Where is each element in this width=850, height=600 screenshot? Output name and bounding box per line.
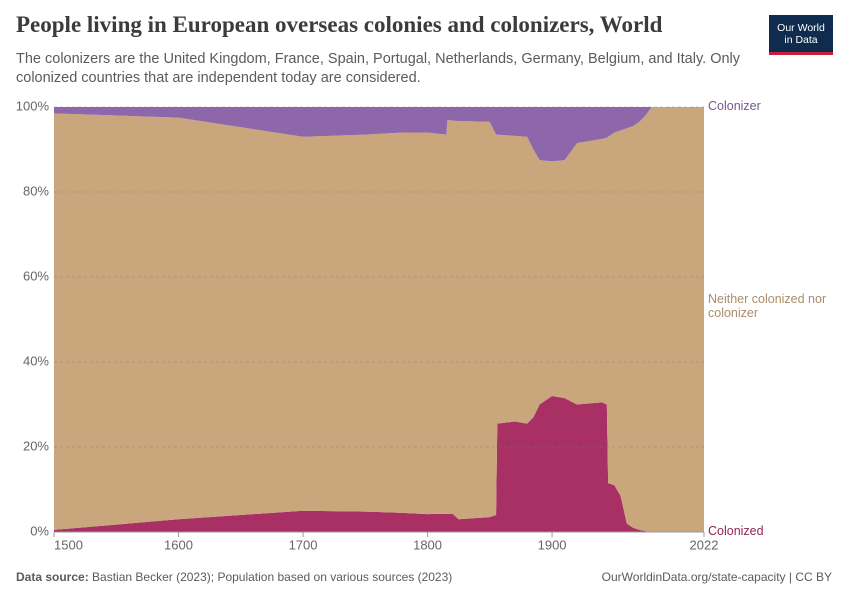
x-tick-label: 1600 bbox=[164, 537, 193, 552]
x-tick-label: 1900 bbox=[538, 537, 567, 552]
legend-label: Neither colonized nor colonizer bbox=[708, 291, 827, 320]
y-tick-label: 40% bbox=[23, 353, 49, 368]
logo[interactable]: Our World in Data bbox=[769, 15, 833, 55]
url[interactable]: OurWorldinData.org/state-capacity | CC B… bbox=[601, 570, 832, 584]
y-tick-label: 100% bbox=[16, 98, 50, 113]
source-label: Data source: bbox=[16, 570, 89, 584]
y-tick-label: 80% bbox=[23, 183, 49, 198]
logo-text[interactable]: Our World in Data bbox=[777, 21, 825, 46]
chart-title: People living in European overseas colon… bbox=[16, 12, 663, 37]
legend-label: Colonizer bbox=[708, 99, 761, 113]
y-tick-label: 0% bbox=[30, 523, 49, 538]
y-tick-label: 20% bbox=[23, 438, 49, 453]
area bbox=[54, 107, 704, 532]
source-text: Bastian Becker (2023); Population based … bbox=[92, 570, 453, 584]
x-tick-label: 1700 bbox=[289, 537, 318, 552]
y-tick-label: 60% bbox=[23, 268, 49, 283]
area bbox=[54, 107, 704, 162]
x-tick-label: 1800 bbox=[413, 537, 442, 552]
area bbox=[54, 396, 704, 532]
chart-subtitle: The colonizers are the United Kingdom, F… bbox=[16, 51, 741, 86]
x-tick-label: 2022 bbox=[690, 537, 719, 552]
legend-label: Colonized bbox=[708, 524, 764, 538]
x-tick-label: 1500 bbox=[54, 537, 83, 552]
source: Data source: Bastian Becker (2023); Popu… bbox=[16, 570, 452, 584]
